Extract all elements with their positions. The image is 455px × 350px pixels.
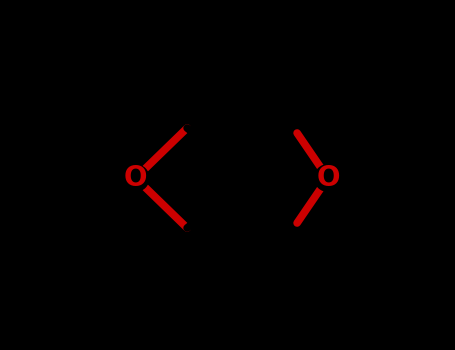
Text: O: O <box>316 164 339 192</box>
Text: O: O <box>124 164 147 192</box>
Circle shape <box>314 165 341 191</box>
Circle shape <box>122 165 149 191</box>
